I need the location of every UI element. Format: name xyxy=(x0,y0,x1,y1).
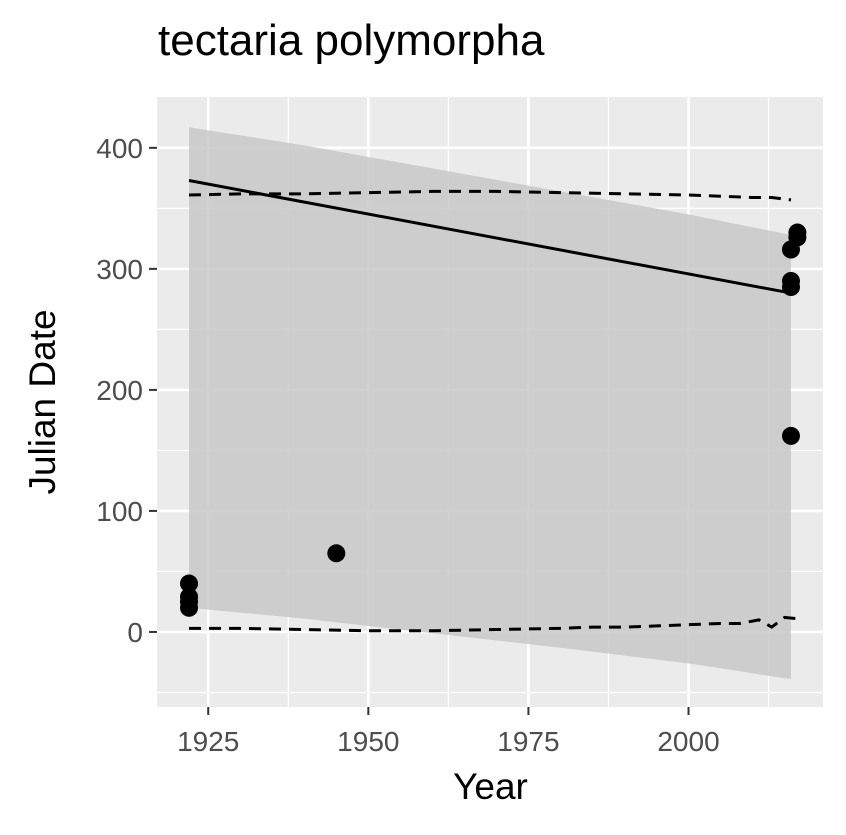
data-point xyxy=(180,574,199,593)
dashed-upper-line xyxy=(188,189,792,202)
data-point xyxy=(788,223,807,242)
data-point xyxy=(781,426,800,445)
x-tick-label: 1925 xyxy=(177,726,239,757)
x-tick-label: 2000 xyxy=(657,726,719,757)
chart-title: tectaria polymorpha xyxy=(158,16,545,65)
x-tick-label: 1950 xyxy=(337,726,399,757)
y-axis-title: Julian Date xyxy=(22,309,63,495)
y-tick-label: 100 xyxy=(96,496,143,527)
x-tick-label: 1975 xyxy=(497,726,559,757)
data-point xyxy=(180,598,199,617)
x-axis-title: Year xyxy=(453,766,528,807)
data-point xyxy=(327,544,346,563)
y-tick-label: 300 xyxy=(96,254,143,285)
y-tick-label: 200 xyxy=(96,375,143,406)
y-tick-label: 400 xyxy=(96,133,143,164)
trend-line xyxy=(188,179,792,295)
data-point xyxy=(781,271,800,290)
y-tick-label: 0 xyxy=(127,617,143,648)
